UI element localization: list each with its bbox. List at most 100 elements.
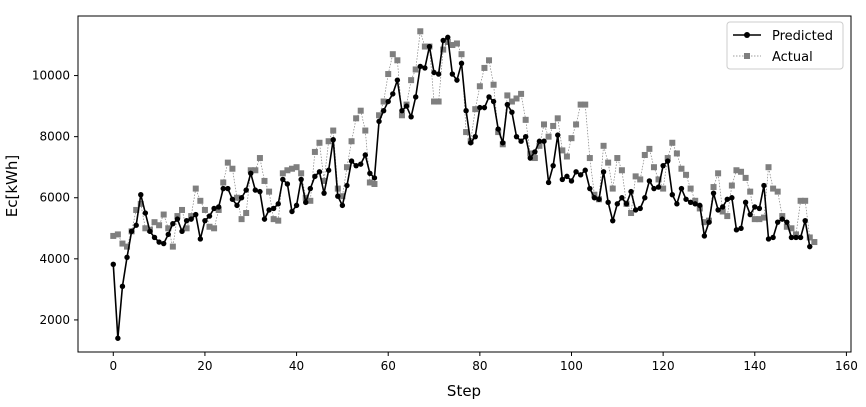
point-predicted [683, 196, 689, 202]
point-predicted [119, 283, 126, 290]
point-predicted [646, 178, 653, 184]
point-predicted [115, 335, 121, 341]
x-tick-label: 100 [560, 359, 583, 373]
point-predicted [275, 201, 281, 207]
point-actual [357, 107, 364, 114]
point-actual [788, 225, 795, 232]
point-predicted [422, 65, 428, 71]
point-actual [715, 170, 722, 177]
point-predicted [784, 219, 790, 225]
point-predicted [147, 228, 153, 235]
point-predicted [270, 205, 277, 212]
x-tick-label: 40 [289, 359, 304, 373]
point-actual [362, 127, 369, 134]
point-actual [256, 155, 263, 162]
y-tick-label: 2000 [39, 313, 70, 327]
point-actual [137, 200, 144, 207]
point-actual [756, 216, 763, 223]
point-actual [710, 184, 717, 191]
point-predicted [362, 152, 368, 158]
point-predicted [151, 234, 158, 241]
point-actual [728, 182, 735, 189]
point-predicted [674, 201, 680, 207]
point-predicted [518, 138, 524, 144]
point-actual [650, 164, 657, 171]
point-predicted [605, 199, 611, 206]
point-predicted [774, 219, 781, 225]
point-predicted [431, 69, 437, 76]
point-actual [229, 165, 236, 172]
point-predicted [637, 205, 643, 212]
point-predicted [692, 201, 698, 207]
legend-predicted-marker [744, 32, 750, 38]
point-actual [266, 188, 273, 195]
point-actual [151, 219, 158, 226]
point-actual [577, 101, 584, 108]
point-actual [398, 112, 405, 119]
point-actual [366, 179, 373, 186]
point-predicted [660, 162, 666, 169]
point-actual [747, 188, 754, 195]
point-actual [142, 225, 149, 232]
point-predicted [710, 190, 717, 196]
x-tick-label: 140 [743, 359, 766, 373]
point-actual [197, 197, 204, 204]
point-actual [618, 167, 625, 174]
point-predicted [665, 158, 671, 164]
point-actual [518, 90, 525, 97]
point-predicted [238, 195, 245, 201]
point-predicted [160, 240, 167, 247]
x-axis-label: Step [447, 382, 481, 400]
point-actual [632, 173, 639, 180]
point-predicted [600, 169, 607, 175]
point-predicted [651, 185, 657, 192]
point-predicted [596, 196, 602, 202]
point-predicted [545, 179, 552, 186]
point-predicted [445, 34, 451, 41]
point-predicted [729, 195, 735, 201]
point-predicted [738, 225, 744, 231]
x-tick-label: 60 [381, 359, 396, 373]
point-actual [270, 216, 277, 223]
point-predicted [330, 137, 336, 143]
point-actual [783, 223, 790, 230]
point-actual [348, 138, 355, 145]
point-predicted [339, 202, 346, 209]
point-predicted [454, 77, 460, 83]
point-predicted [591, 195, 598, 201]
point-actual [646, 145, 653, 152]
point-predicted [490, 98, 497, 105]
point-actual [738, 168, 745, 175]
point-predicted [133, 222, 139, 228]
point-actual [770, 185, 777, 192]
point-predicted [513, 133, 520, 140]
point-predicted [500, 140, 506, 146]
point-predicted [733, 227, 740, 233]
point-predicted [403, 103, 410, 109]
point-predicted [614, 201, 621, 207]
point-predicted [380, 107, 387, 114]
point-predicted [413, 94, 419, 100]
point-actual [586, 155, 593, 162]
point-predicted [215, 204, 222, 210]
point-predicted [449, 71, 456, 77]
point-predicted [293, 202, 300, 209]
point-actual [545, 133, 552, 140]
point-actual [628, 210, 635, 217]
x-tick-label: 120 [652, 359, 675, 373]
point-predicted [463, 107, 469, 114]
point-actual [417, 28, 424, 35]
point-actual [275, 217, 282, 224]
point-predicted [257, 188, 263, 195]
point-predicted [156, 239, 162, 245]
point-actual [311, 148, 318, 155]
point-predicted [747, 211, 753, 218]
point-predicted [573, 169, 579, 175]
point-actual [421, 43, 428, 50]
point-actual [760, 214, 767, 221]
point-actual [119, 240, 126, 247]
point-predicted [325, 167, 332, 173]
point-actual [160, 211, 167, 218]
point-actual [476, 83, 483, 90]
